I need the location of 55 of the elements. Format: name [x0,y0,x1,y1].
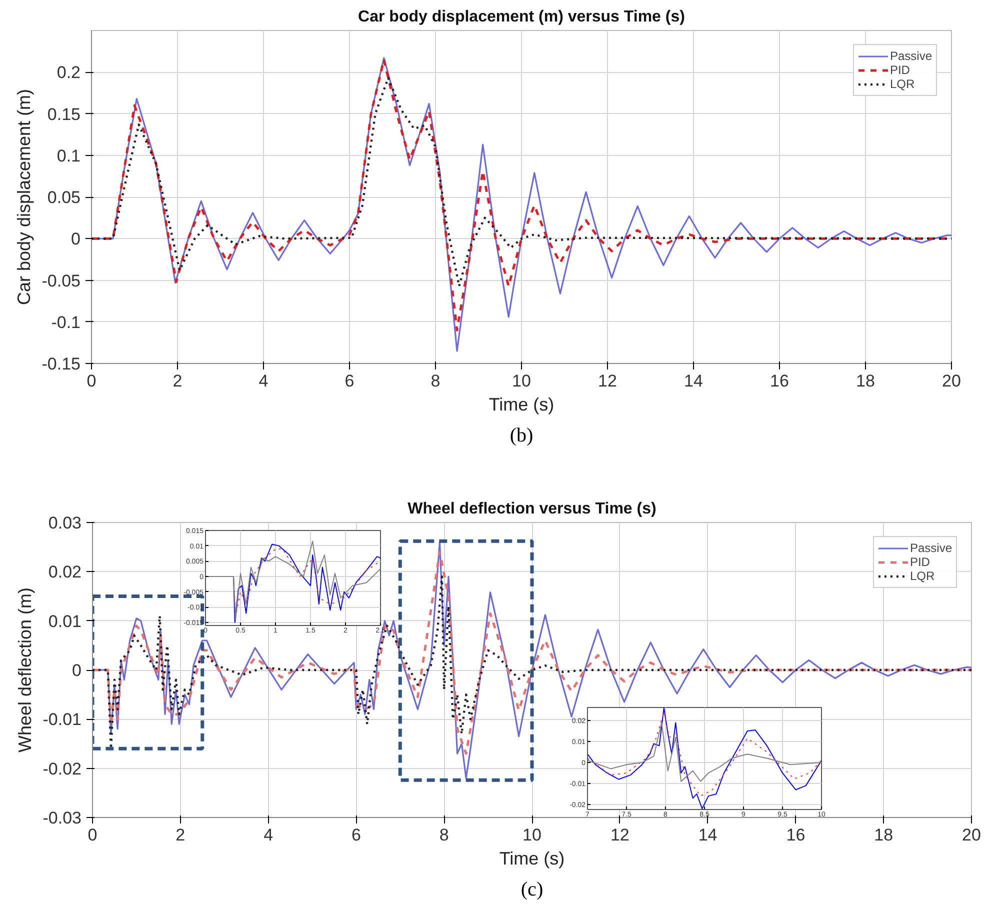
legend-label: LQR [890,77,915,91]
x-tick-label: 14 [698,826,718,844]
y-axis-title: Wheel deflection (m) [14,587,35,753]
legend-label: Passive [890,49,932,63]
x-tick-label: 14 [684,372,703,390]
legend-label: PID [910,555,930,569]
y-tick-label: -0.1 [51,312,81,332]
y-axis-title: Car body displacement (m) [14,88,34,306]
y-tick-label: 0.03 [48,514,82,532]
y-tick-label: 0.15 [47,104,81,124]
x-tick-label: 16 [786,826,806,844]
y-tick-label: 0.02 [48,562,82,582]
y-tick-label: 0 [72,661,82,680]
x-axis-title: Time (s) [488,394,554,414]
x-tick-label: 18 [874,826,894,844]
x-tick-label: 2 [176,826,186,844]
y-tick-label: -0.03 [42,808,82,828]
x-tick-label: 0 [86,372,96,390]
x-axis-title: Time (s) [499,848,565,868]
x-tick-label: 6 [351,826,361,844]
line-series [92,76,952,288]
y-tick-label: 0.1 [56,146,81,166]
x-tick-label: 12 [610,826,630,844]
y-tick-label: -0.01 [42,710,82,730]
x-tick-label: 8 [439,826,449,844]
x-tick-label: 4 [264,826,274,844]
line-series [588,708,822,810]
y-tick-label: -0.15 [42,354,80,374]
legend-label: PID [890,63,910,77]
chart-title: Car body displacement (m) versus Time (s) [358,8,685,26]
x-tick-label: 2 [172,372,182,390]
x-tick-label: 0 [88,826,98,844]
y-tick-label: 0.2 [56,63,81,82]
text: (b) [510,424,534,446]
x-tick-label: 18 [856,372,875,390]
text: (c) [520,878,544,900]
x-tick-label: 10 [522,826,542,844]
x-tick-label: 20 [962,826,981,844]
x-tick-label: 4 [258,372,268,390]
x-tick-label: 20 [942,372,961,390]
x-tick-label: 6 [344,372,354,390]
legend-label: Passive [910,541,952,555]
y-tick-label: 0.01 [48,612,82,631]
x-tick-label: 8 [430,372,440,390]
x-tick-label: 12 [598,372,617,390]
y-tick-label: -0.02 [42,759,82,778]
x-tick-label: 16 [770,372,789,390]
line-series [588,722,822,782]
legend-label: LQR [910,569,935,583]
y-tick-label: 0 [71,230,81,249]
y-tick-label: -0.05 [42,271,80,290]
chart-title: Wheel deflection versus Time (s) [408,500,656,518]
x-tick-label: 10 [512,372,531,390]
y-tick-label: 0.05 [47,188,81,207]
line-series [588,712,822,797]
